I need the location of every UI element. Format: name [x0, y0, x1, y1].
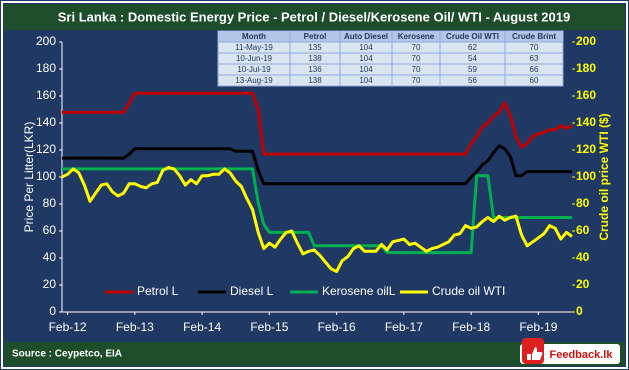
y2-tick-label: 160: [576, 88, 596, 102]
table-cell: 66: [530, 65, 539, 74]
table-cell: 135: [308, 43, 322, 52]
y-tick-label: 40: [43, 250, 57, 264]
x-tick-label: Feb-17: [385, 320, 423, 334]
y-tick-label: 20: [43, 277, 57, 291]
y2-tick-label: 180: [576, 61, 596, 75]
x-tick-label: Feb-19: [519, 320, 557, 334]
y-tick-label: 0: [49, 304, 56, 318]
table-cell: 62: [468, 43, 477, 52]
y2-tick-label: 40: [576, 250, 590, 264]
table-cell: 104: [359, 43, 373, 52]
x-tick-label: Feb-16: [318, 320, 356, 334]
y-tick-label: 160: [36, 88, 56, 102]
y2-tick-label: 140: [576, 115, 596, 129]
table-cell: 59: [468, 65, 477, 74]
y-tick-label: 180: [36, 61, 56, 75]
x-tick-label: Feb-18: [452, 320, 490, 334]
logo-text: Feedback.lk: [550, 349, 614, 361]
y-axis-title: Price Per Litter(LKR): [22, 122, 36, 233]
table-cell: 138: [308, 76, 322, 85]
table-cell: 63: [530, 54, 539, 63]
thumb-icon: [527, 347, 543, 360]
series-line: [62, 144, 572, 186]
table-cell: 104: [359, 54, 373, 63]
y2-tick-label: 0: [576, 304, 583, 318]
y-tick-label: 60: [43, 223, 57, 237]
legend-label: Kerosene oilL: [322, 284, 396, 298]
table-cell: 11-May-19: [235, 43, 273, 52]
source: Source : Ceypetco, EIA: [12, 349, 122, 360]
table-cell: 10-Jul-19: [237, 65, 271, 74]
table-cell: 10-Jun-19: [236, 54, 273, 63]
series-line: [62, 91, 573, 156]
x-tick-label: Feb-15: [250, 320, 288, 334]
table-header-bg: [218, 31, 563, 42]
y-tick-label: 120: [36, 142, 56, 156]
table-cell: 70: [412, 54, 421, 63]
table-header: Petrol: [304, 32, 327, 41]
legend-label: Crude oil WTI: [432, 284, 505, 298]
legend-label: Diesel L: [230, 284, 274, 298]
y2-axis-title: Crude oil price WTI ($): [597, 113, 611, 240]
table-cell: 70: [412, 43, 421, 52]
table-cell: 70: [530, 43, 539, 52]
table-header: Month: [242, 32, 266, 41]
title-bar: [4, 4, 625, 30]
series-line: [61, 166, 573, 273]
chart-title: Sri Lanka : Domestic Energy Price - Petr…: [58, 9, 570, 24]
x-tick-label: Feb-13: [116, 320, 154, 334]
y2-tick-label: 100: [576, 169, 596, 183]
table-cell: 70: [412, 65, 421, 74]
table-cell: 104: [359, 76, 373, 85]
y2-tick-label: 80: [576, 196, 590, 210]
y2-tick-label: 20: [576, 277, 590, 291]
table-header: Kerosene: [398, 32, 435, 41]
series-line: [62, 167, 572, 255]
y2-tick-label: 120: [576, 142, 596, 156]
logo-icon: [522, 338, 544, 364]
table-cell: 104: [359, 65, 373, 74]
x-tick-label: Feb-14: [183, 320, 221, 334]
table-cell: 70: [412, 76, 421, 85]
table-cell: 138: [308, 54, 322, 63]
y2-tick-label: 200: [576, 34, 596, 48]
logo-box: [520, 344, 620, 364]
table-header: Crude Brint: [512, 32, 556, 41]
table-cell: 136: [308, 65, 322, 74]
y-tick-label: 140: [36, 115, 56, 129]
table-cell: 60: [530, 76, 539, 85]
table-cell: 13-Aug-19: [235, 76, 273, 85]
y-tick-label: 200: [36, 34, 56, 48]
table-header: Crude Oil WTI: [446, 32, 499, 41]
y-tick-label: 100: [36, 169, 56, 183]
table-cell: 54: [468, 54, 477, 63]
y2-tick-label: 60: [576, 223, 590, 237]
table-header: Auto Diesel: [344, 32, 388, 41]
y-tick-label: 80: [43, 196, 57, 210]
table-cell: 56: [468, 76, 477, 85]
legend-label: Petrol L: [137, 284, 179, 298]
x-tick-label: Feb-12: [49, 320, 87, 334]
